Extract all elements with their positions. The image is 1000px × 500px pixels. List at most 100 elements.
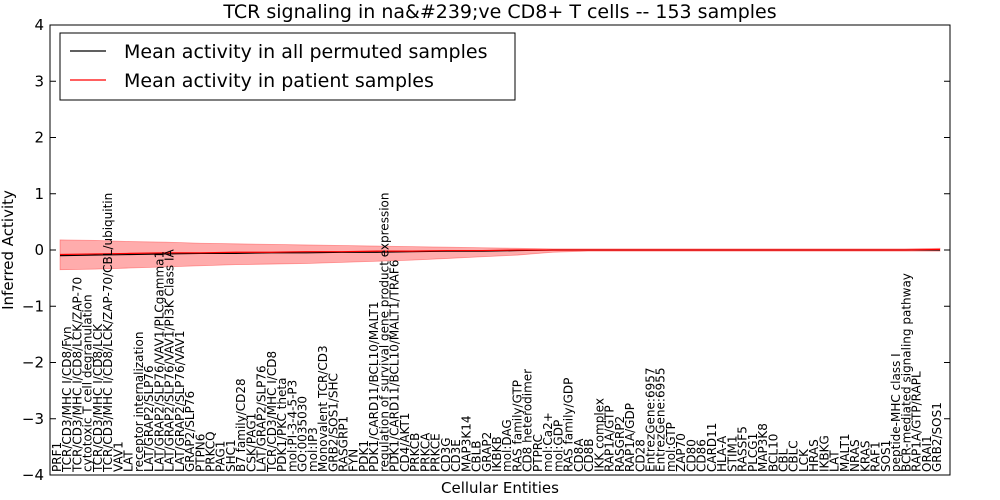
entity-label: HRAS [807,439,821,472]
entity-label: CBL [777,448,791,472]
y-tick-label: 1 [34,185,44,203]
entity-label: CD80 [684,439,698,472]
entity-label: MAP3K8 [756,423,770,472]
entity-label: TCR/CD3/MHC I/CD8/LCK/ZAP-70/CBL/ubiquit… [101,193,115,473]
entity-label: PAG1 [214,441,228,472]
entity-label: PRF1 [50,442,64,472]
legend-label-patient: Mean activity in patient samples [124,70,434,92]
entity-label: RAF1 [869,441,883,472]
entity-label: RAP1A/GTP [603,405,617,472]
entity-label: B7 family/CD28 [234,378,248,472]
entity-label: RASGRP1 [337,416,351,472]
entity-label: HLA-A [715,435,729,472]
entity-label: MAP3K14 [459,415,473,472]
entity-label: LAT [828,450,842,472]
y-tick-label: 3 [34,72,44,90]
y-tick-label: −2 [22,354,44,372]
entity-label: TCR/CD3/MHC I/CD8/Fyn [60,326,74,473]
entity-label: LAT [122,450,136,472]
entity-label: IKBKG [817,435,831,472]
entity-label: PRKCE [429,433,443,472]
entity-label: ORAI1 [920,435,934,472]
entity-label: CARD11 [705,423,719,472]
entity-label: ZAP70 [674,433,688,472]
entity-label: MALT1 [838,433,852,472]
entity-label: GRAP2 [480,432,494,472]
line-patient [59,248,941,256]
band-area [59,239,941,271]
entity-label: CD8B [582,439,596,473]
entity-label: Monovalent TCR/CD3 [316,345,330,472]
series-lines [59,248,941,257]
entity-label: LAT/GRAP2/SLP76 [142,365,156,472]
y-tick-label: −1 [22,297,44,315]
entity-label: PDK1/CARD11/BCL10/MALT1/TRAF6 [388,260,402,472]
entity-label: CBLC [787,440,801,472]
entity-label: LAT/GRAP2/SLP76 [255,365,269,472]
entity-label: GRAP2/SLP76 [183,391,197,472]
entity-label: EntrezGene:6957 [644,368,658,473]
entity-label: mol:GDP [551,420,565,472]
y-tick-label: 2 [34,129,44,147]
chart-title: TCR signaling in na&#239;ve CD8+ T cells… [222,1,776,23]
legend-label-permuted: Mean activity in all permuted samples [124,41,487,63]
entity-label: PRKCQ [204,431,218,472]
entity-label: BCR-mediated signaling pathway [899,273,913,472]
entity-label: CD28 [633,439,647,472]
entity-label: RAP1A/GDP [623,403,637,472]
entity-label: IKBKB [490,436,504,472]
entity-label: PDK1 [357,440,371,472]
entity-label: PTPN6 [193,434,207,472]
y-axis-label: Inferred Activity [0,190,17,310]
entity-label: RAS family/GDP [562,378,576,472]
entity-label: PDK1/CARD11/BCL10/MALT1 [367,302,381,472]
y-tick-label: 4 [34,16,44,34]
entity-label: FYN [347,449,361,472]
y-tick-label: −3 [22,410,44,428]
y-tick-label: −4 [22,466,44,484]
entity-label: RASGRP2 [613,416,627,472]
confidence-band [59,239,941,271]
entity-label: mol:GTP [664,422,678,472]
entity-label: GRB2/SOS1 [930,402,944,472]
legend: Mean activity in all permuted samples Me… [59,32,516,101]
entity-label: RAP1A/GTP/RAPL [910,371,924,472]
entity-label: PLCG1 [746,433,760,472]
entity-label: LAT/GRAP2/SLP76/VAV1 [173,331,187,472]
entity-label: PTPRC [531,434,545,472]
y-tick-label: 0 [34,241,44,259]
entity-label: regulation of survival gene product expr… [377,193,391,472]
entity-label: mol:DAG [500,419,514,472]
entity-label: PRKCB [408,433,422,472]
entity-label: CD86 [695,439,709,472]
entity-label: CD8A [572,438,586,472]
entity-label: BCL10 [766,434,780,472]
entity-label: EntrezGene:6955 [654,368,668,473]
entity-label: CD3E [449,439,463,472]
entity-label: LAT/GRAP2/SLP76/VAV1/PLCgamma1 [152,251,166,472]
entity-label: LAT/GRAP2/SLP76/VAV1/PI3K Class IA [163,248,177,472]
entity-label: PRKCA [418,432,432,472]
entity-label: mol:Ca2+ [541,412,555,472]
entity-label: TCR/CD3/MHC I/CD8/LCK/ZAP-70 [71,277,85,473]
entity-label: receptor internalization [132,332,146,472]
entity-label: TCR/CD3/MHC I/CD8/LCK [91,323,105,473]
plot-frame [49,24,951,476]
entity-label: SHC1 [224,439,238,472]
y-axis-ticks: 4 3 2 1 0 −1 −2 −3 −4 [22,16,950,484]
entity-label: STIM1 [725,436,739,472]
entity-label: IKK complex [592,398,606,472]
entity-label: SOS1 [879,440,893,472]
entity-label: peptide-MHC class I [889,353,903,472]
entity-label: TCR/CD3/MHC I/CD8 [265,351,279,473]
legend-box [59,32,516,101]
entity-label: CD8 heterodimer [521,369,535,472]
entity-label: GO:0035030 [296,396,310,472]
entity-label: RAS family/GTP [511,380,525,472]
entity-label: CBLB [470,440,484,472]
entity-label: CD4/AKT1 [398,413,412,472]
entity-label: RASSF5 [736,426,750,472]
entity-label: CD3G [439,437,453,472]
entity-label: KRAS [858,440,872,472]
entity-label: VAV1 [111,441,125,472]
